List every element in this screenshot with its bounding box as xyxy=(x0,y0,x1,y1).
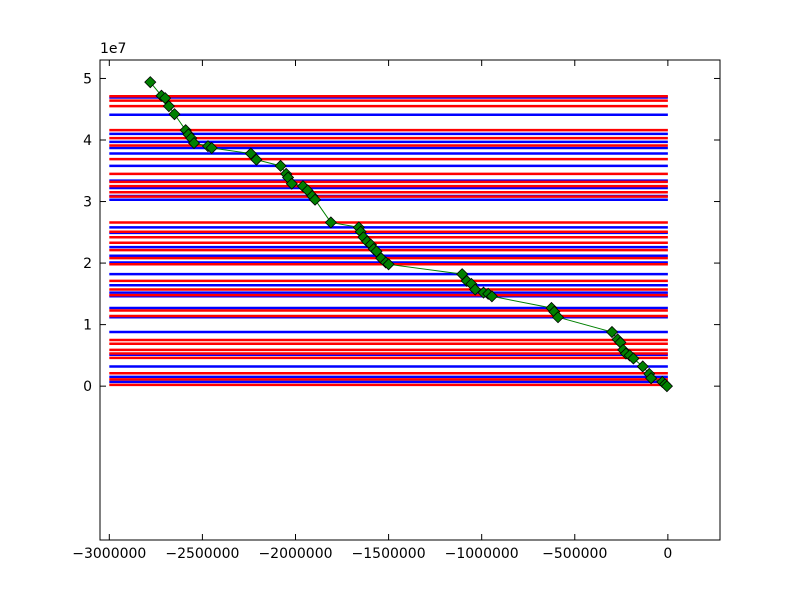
data-point xyxy=(162,100,175,113)
y-axis: 0 1 2 3 4 5 xyxy=(83,71,720,395)
data-point xyxy=(205,141,218,155)
data-point xyxy=(144,76,157,89)
data-point xyxy=(324,216,337,229)
data-point xyxy=(159,92,172,105)
data-point xyxy=(645,372,658,385)
data-point xyxy=(605,325,619,339)
data-point xyxy=(308,193,322,206)
data-point xyxy=(551,311,565,324)
x-tick-label: 0 xyxy=(663,546,672,562)
data-point xyxy=(274,159,287,172)
axes-frame xyxy=(99,59,721,541)
data-point xyxy=(660,380,674,393)
data-point xyxy=(636,360,649,373)
plot-area xyxy=(99,59,721,541)
y-tick-label: 0 xyxy=(83,379,92,395)
data-point xyxy=(244,147,257,160)
y-tick-label: 2 xyxy=(83,256,92,272)
data-point xyxy=(627,352,640,365)
data-point xyxy=(168,108,181,121)
x-axis: −3000000 −2500000 −2000000 −1500000 −1000000… xyxy=(72,60,672,562)
y-tick-label: 1 xyxy=(83,318,92,334)
x-tick-label: −2500000 xyxy=(165,546,239,562)
data-point xyxy=(382,258,395,271)
y-tick-label: 4 xyxy=(83,133,92,149)
data-point xyxy=(187,137,201,150)
x-tick-label: −1500000 xyxy=(352,546,426,562)
data-point xyxy=(250,153,263,166)
x-tick-label: −1000000 xyxy=(445,546,519,562)
x-tick-label: −2000000 xyxy=(258,546,332,562)
x-tick-label: −500000 xyxy=(542,546,607,562)
y-axis-multiplier-label: 1e7 xyxy=(100,41,126,57)
y-tick-label: 5 xyxy=(83,71,92,87)
data-point xyxy=(285,177,298,190)
data-point xyxy=(485,290,498,303)
y-tick-label: 3 xyxy=(83,195,92,211)
x-tick-label: −3000000 xyxy=(72,546,146,562)
